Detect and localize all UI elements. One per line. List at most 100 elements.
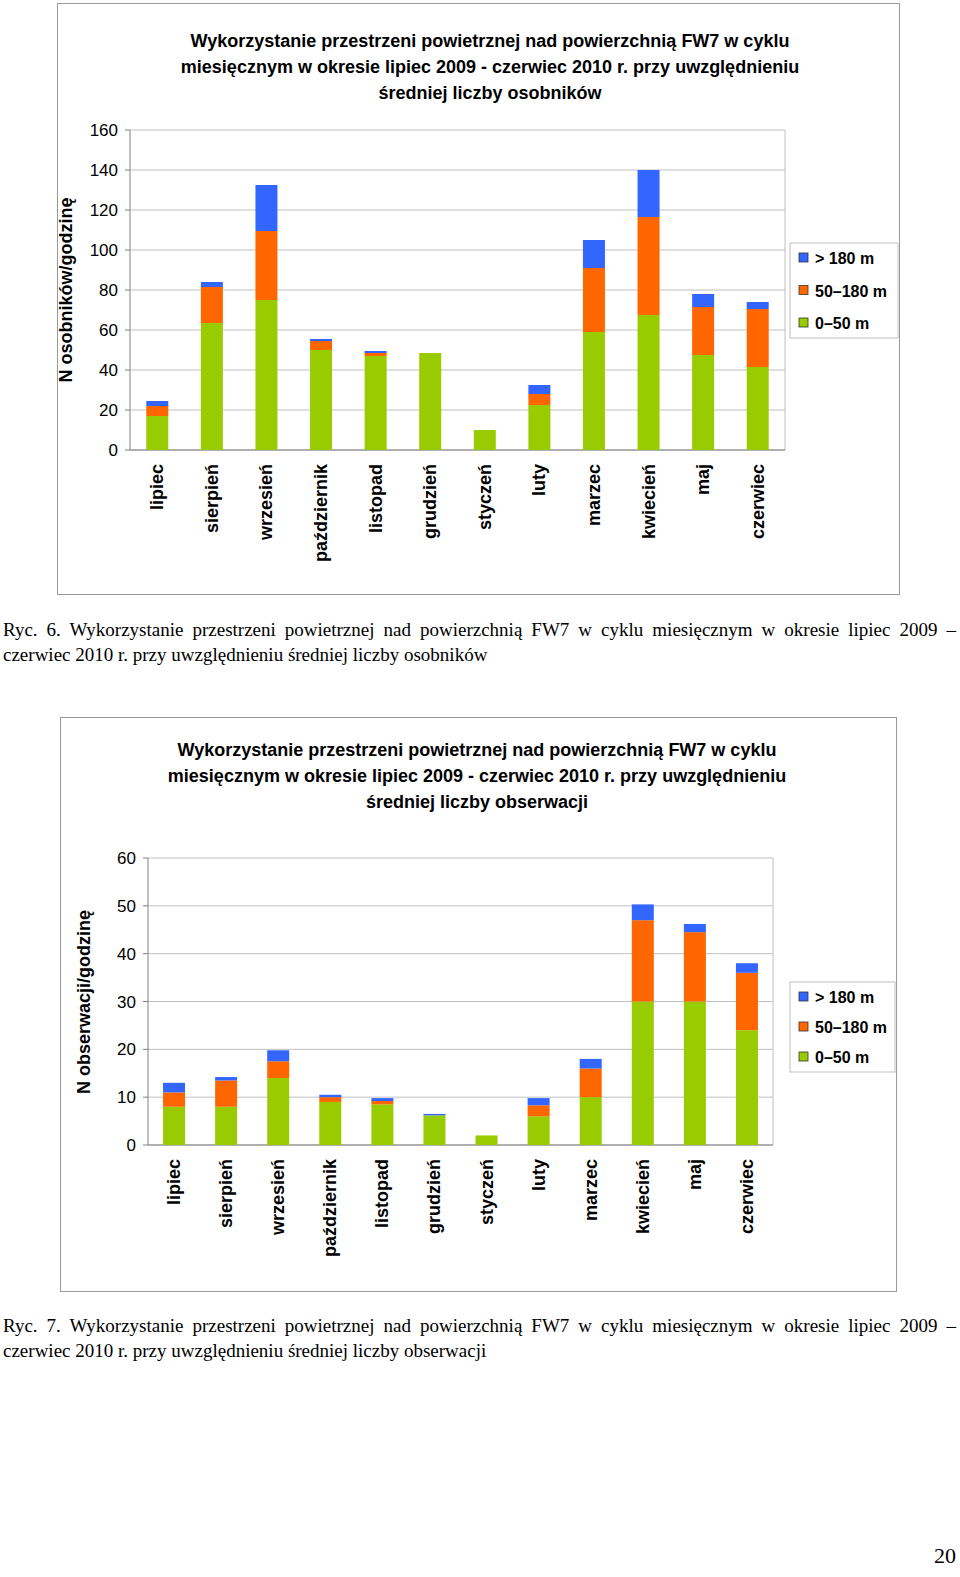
- category-label: marzec: [584, 464, 604, 526]
- category-label: kwiecień: [639, 464, 659, 539]
- category-label: maj: [693, 464, 713, 495]
- tick-label: 140: [90, 161, 118, 180]
- bar-segment: [423, 1115, 445, 1116]
- tick-label: 10: [117, 1088, 136, 1107]
- bar-segment: [215, 1080, 237, 1106]
- bar-segment: [255, 185, 277, 231]
- bar-segment: [163, 1092, 185, 1106]
- tick-label: 40: [99, 361, 118, 380]
- tick-mark: [125, 250, 130, 251]
- category-label: grudzień: [420, 464, 440, 539]
- tick-mark: [143, 1097, 148, 1098]
- figure-caption: Ryc. 6. Wykorzystanie przestrzeni powiet…: [3, 617, 956, 667]
- bar-segment: [419, 353, 441, 354]
- page-number: 20: [934, 1543, 956, 1569]
- tick-mark: [125, 410, 130, 411]
- category-label: lipiec: [147, 464, 167, 510]
- category-label: czerwiec: [748, 464, 768, 539]
- bar-segment: [684, 932, 706, 1001]
- bar-segment: [371, 1101, 393, 1104]
- category-label: wrzesień: [256, 464, 276, 541]
- bar-segment: [319, 1095, 341, 1097]
- bar-segment: [528, 394, 550, 405]
- grid-line: [148, 905, 773, 906]
- category-label: czerwiec: [737, 1159, 757, 1234]
- bar-segment: [747, 302, 769, 309]
- grid-line: [148, 858, 773, 859]
- bar-segment: [583, 268, 605, 332]
- category-label: luty: [529, 1159, 549, 1191]
- x-axis: [148, 1145, 773, 1146]
- bars: [146, 170, 768, 450]
- bar-segment: [419, 353, 441, 450]
- bar-segment: [255, 300, 277, 450]
- tick-label: 120: [90, 201, 118, 220]
- tick-mark: [125, 370, 130, 371]
- tick-mark: [143, 1145, 148, 1146]
- bar-segment: [319, 1102, 341, 1145]
- bar-segment: [692, 307, 714, 355]
- chart: 020406080100120140160N osobników/godzinę…: [56, 121, 898, 562]
- bar-segment: [215, 1077, 237, 1080]
- bar-segment: [747, 309, 769, 367]
- bar-segment: [684, 924, 706, 932]
- legend-label: 50–180 m: [815, 1019, 887, 1036]
- bar-segment: [474, 430, 496, 431]
- category-label: styczeń: [477, 1159, 497, 1225]
- bar-segment: [528, 405, 550, 450]
- category-label: sierpień: [202, 464, 222, 533]
- bar-segment: [476, 1135, 498, 1136]
- category-label: wrzesień: [268, 1159, 288, 1236]
- legend-swatch: [799, 253, 808, 262]
- bar-segment: [580, 1059, 602, 1069]
- category-label: listopad: [372, 1159, 392, 1228]
- tick-label: 80: [99, 281, 118, 300]
- grid-line: [130, 450, 785, 451]
- bar-segment: [146, 401, 168, 406]
- x-axis: [130, 450, 785, 451]
- tick-label: 30: [117, 993, 136, 1012]
- bar-segment: [692, 355, 714, 450]
- category-label: lipiec: [164, 1159, 184, 1205]
- bar-segment: [310, 350, 332, 450]
- bar-segment: [267, 1050, 289, 1061]
- tick-mark: [125, 130, 130, 131]
- bar-segment: [146, 416, 168, 450]
- grid-line: [130, 410, 785, 411]
- bar-segment: [146, 406, 168, 416]
- bar-segment: [215, 1107, 237, 1145]
- category-label: sierpień: [216, 1159, 236, 1228]
- tick-mark: [143, 858, 148, 859]
- bar-segment: [371, 1098, 393, 1101]
- legend-label: > 180 m: [815, 989, 874, 1006]
- bar-segment: [528, 385, 550, 394]
- legend-label: 50–180 m: [815, 283, 887, 300]
- legend-swatch: [799, 992, 808, 1001]
- bar-segment: [736, 963, 758, 973]
- grid-line: [130, 250, 785, 251]
- bar-segment: [310, 339, 332, 341]
- chart: 0102030405060N obserwacji/godzinęlipiecs…: [74, 849, 895, 1257]
- bar-segment: [583, 332, 605, 450]
- tick-label: 0: [127, 1136, 136, 1155]
- bar-segment: [736, 1030, 758, 1145]
- bar-segment: [423, 1115, 445, 1145]
- tick-mark: [143, 1049, 148, 1050]
- bar-segment: [255, 231, 277, 300]
- grid-line: [130, 330, 785, 331]
- legend-swatch: [799, 1022, 808, 1031]
- tick-mark: [125, 290, 130, 291]
- grid-line: [148, 1001, 773, 1002]
- bar-segment: [310, 341, 332, 350]
- plot-frame: [785, 130, 786, 450]
- category-label: styczeń: [475, 464, 495, 530]
- grid-line: [130, 170, 785, 171]
- tick-mark: [143, 953, 148, 954]
- category-label: maj: [685, 1159, 705, 1190]
- bar-segment: [163, 1083, 185, 1093]
- tick-label: 0: [109, 441, 118, 460]
- category-label: listopad: [366, 464, 386, 533]
- bar-segment: [267, 1061, 289, 1078]
- page-svg: 020406080100120140160N osobników/godzinę…: [0, 0, 960, 1577]
- legend-swatch: [799, 1052, 808, 1061]
